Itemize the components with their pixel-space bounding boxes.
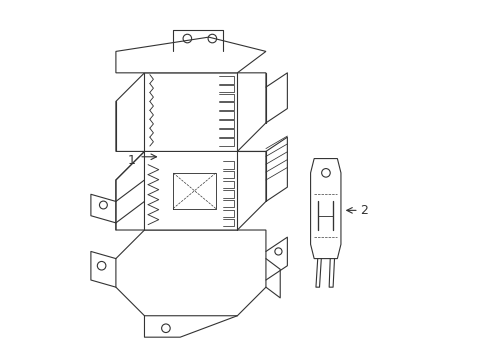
Polygon shape: [116, 37, 265, 73]
Polygon shape: [116, 152, 265, 230]
Polygon shape: [116, 230, 265, 316]
Polygon shape: [310, 158, 340, 258]
Text: 1: 1: [128, 154, 136, 167]
Polygon shape: [116, 73, 265, 152]
Text: 2: 2: [360, 204, 367, 217]
